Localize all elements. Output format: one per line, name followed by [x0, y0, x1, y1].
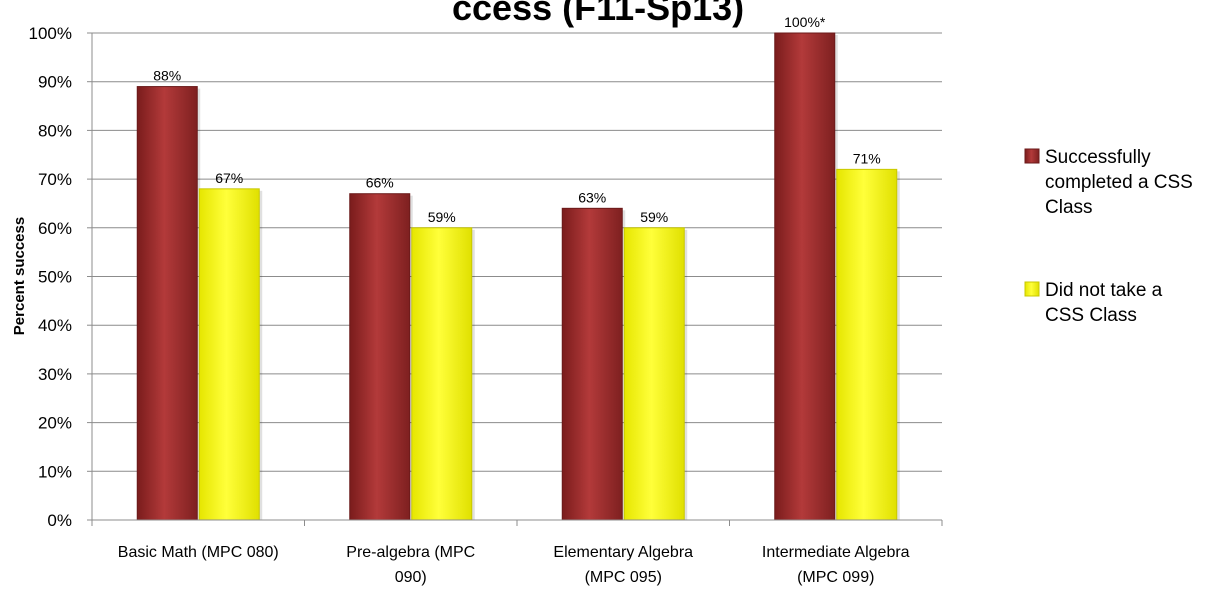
y-tick-label: 70% — [38, 170, 72, 189]
legend: Successfully completed a CSS Class Did not … — [1024, 147, 1193, 326]
y-tick-label: 0% — [47, 511, 72, 530]
data-label: 63% — [578, 189, 606, 205]
x-category-label: Elementary Algebra (MPC 095) — [553, 544, 693, 586]
y-axis-label: Percent success — [11, 217, 28, 335]
bars — [136, 32, 900, 521]
data-label: 59% — [640, 209, 668, 225]
y-tick-label: 20% — [38, 414, 72, 433]
data-labels: 88% 67% 66% 59% 63% 59% 100%* 71% — [153, 14, 881, 225]
axes — [91, 33, 943, 526]
chart-title: ccess (F11-Sp13) — [452, 0, 744, 28]
y-tick-label: 40% — [38, 316, 72, 335]
x-category-label: Pre-algebra (MPC 090) — [346, 544, 475, 586]
data-label: 88% — [153, 68, 181, 84]
legend-swatch — [1024, 148, 1040, 164]
x-axis-categories: Basic Math (MPC 080) Pre-algebra (MPC 090)… — [118, 544, 910, 586]
data-label: 67% — [215, 170, 243, 186]
bar — [561, 207, 623, 521]
x-category-label: Basic Math (MPC 080) — [118, 544, 279, 561]
legend-label: Successfully completed a CSS Class — [1045, 147, 1193, 218]
bar — [411, 227, 473, 521]
legend-swatch — [1024, 281, 1040, 297]
y-tick-label: 80% — [38, 121, 72, 140]
bar — [198, 188, 260, 521]
y-tick-label: 50% — [38, 268, 72, 287]
x-category-label: Intermediate Algebra (MPC 099) — [762, 544, 910, 586]
data-label: 66% — [366, 175, 394, 191]
y-axis-ticks: 0% 10% 20% 30% 40% 50% 60% 70% 80% 90% 100% — [29, 24, 92, 530]
y-tick-label: 100% — [29, 24, 72, 43]
bar — [623, 227, 685, 521]
bar — [774, 32, 836, 521]
bar — [836, 168, 898, 521]
data-label: 59% — [428, 209, 456, 225]
legend-label: Did not take a CSS Class — [1045, 280, 1163, 326]
y-tick-label: 60% — [38, 219, 72, 238]
y-tick-label: 10% — [38, 462, 72, 481]
bar — [349, 193, 411, 521]
y-tick-label: 30% — [38, 365, 72, 384]
bar — [136, 86, 198, 521]
data-label: 100%* — [784, 14, 826, 30]
y-tick-label: 90% — [38, 73, 72, 92]
data-label: 71% — [853, 150, 881, 166]
